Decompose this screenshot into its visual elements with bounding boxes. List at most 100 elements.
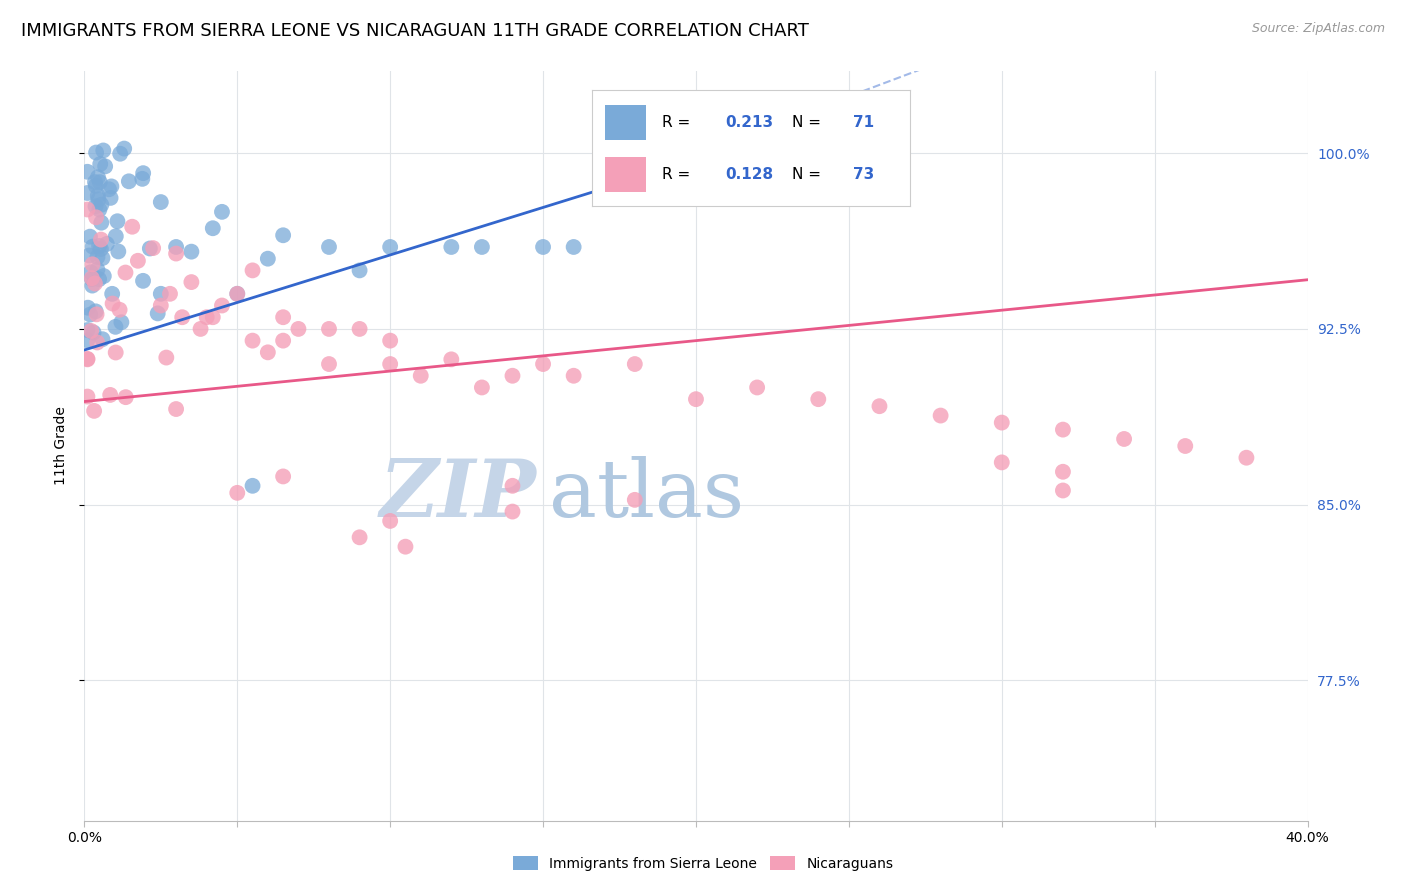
Point — [87, 170, 110, 185]
Point — [87, 188, 110, 202]
Point — [80, 324, 103, 338]
Point — [91, 332, 114, 346]
Point — [1174, 439, 1197, 453]
Point — [685, 392, 707, 406]
Point — [84, 211, 107, 225]
Point — [82, 278, 104, 293]
Point — [409, 368, 432, 383]
Point — [90, 197, 112, 211]
Point — [100, 179, 122, 194]
Point — [98, 388, 121, 402]
Point — [624, 357, 647, 371]
Point — [142, 241, 165, 255]
Point — [440, 352, 463, 367]
Point — [349, 322, 371, 336]
Point — [79, 308, 101, 322]
Point — [84, 277, 107, 291]
Point — [104, 229, 127, 244]
Point — [86, 250, 108, 264]
Point — [271, 310, 294, 325]
Point — [1052, 465, 1074, 479]
Point — [165, 246, 187, 260]
Point — [242, 334, 264, 348]
Point — [127, 253, 149, 268]
Point — [76, 202, 98, 217]
Point — [146, 306, 169, 320]
Point — [271, 334, 294, 348]
Point — [242, 263, 264, 277]
Point — [77, 248, 100, 262]
Point — [318, 322, 340, 336]
Point — [86, 262, 108, 277]
Point — [108, 146, 131, 161]
Point — [91, 251, 114, 265]
Point — [108, 302, 131, 317]
Point — [257, 252, 280, 266]
Point — [76, 352, 98, 367]
Point — [929, 409, 952, 423]
Point — [502, 479, 524, 493]
Point — [101, 296, 124, 310]
Point — [991, 455, 1014, 469]
Point — [79, 229, 101, 244]
Point — [172, 310, 194, 325]
Point — [76, 351, 98, 366]
Point — [394, 540, 416, 554]
Point — [201, 310, 224, 325]
Point — [76, 334, 98, 348]
Point — [104, 345, 127, 359]
Point — [84, 178, 107, 193]
Text: ZIP: ZIP — [380, 456, 537, 533]
Point — [84, 199, 107, 213]
Point — [165, 240, 187, 254]
Point — [80, 265, 103, 279]
Point — [76, 301, 98, 315]
Point — [90, 233, 112, 247]
Point — [562, 368, 585, 383]
Point — [131, 172, 153, 186]
Point — [1114, 432, 1136, 446]
Point — [90, 216, 112, 230]
Point — [80, 272, 103, 286]
Point — [211, 204, 233, 219]
Point — [226, 286, 249, 301]
Point — [149, 286, 172, 301]
Point — [100, 191, 122, 205]
Point — [98, 182, 121, 196]
Point — [110, 315, 132, 329]
Point — [86, 335, 108, 350]
Point — [562, 240, 585, 254]
Point — [471, 240, 494, 254]
Point — [107, 244, 129, 259]
Y-axis label: 11th Grade: 11th Grade — [53, 407, 67, 485]
Point — [139, 242, 162, 256]
Point — [242, 479, 264, 493]
Point — [180, 275, 202, 289]
Point — [84, 304, 107, 318]
Point — [76, 165, 98, 179]
Point — [190, 322, 212, 336]
Point — [87, 193, 110, 207]
Point — [76, 390, 98, 404]
Point — [201, 221, 224, 235]
Point — [349, 530, 371, 544]
Point — [380, 514, 402, 528]
Text: atlas: atlas — [550, 456, 744, 533]
Point — [1052, 483, 1074, 498]
Point — [991, 416, 1014, 430]
Point — [271, 228, 294, 243]
Point — [107, 214, 129, 228]
Point — [226, 286, 249, 301]
Point — [114, 390, 136, 404]
Point — [90, 242, 112, 256]
Point — [83, 326, 105, 340]
Point — [624, 492, 647, 507]
Point — [114, 266, 136, 280]
Point — [226, 485, 249, 500]
Point — [349, 263, 371, 277]
Point — [87, 239, 110, 253]
Point — [87, 272, 110, 286]
Point — [89, 202, 111, 217]
Point — [91, 144, 114, 158]
Point — [82, 239, 104, 253]
